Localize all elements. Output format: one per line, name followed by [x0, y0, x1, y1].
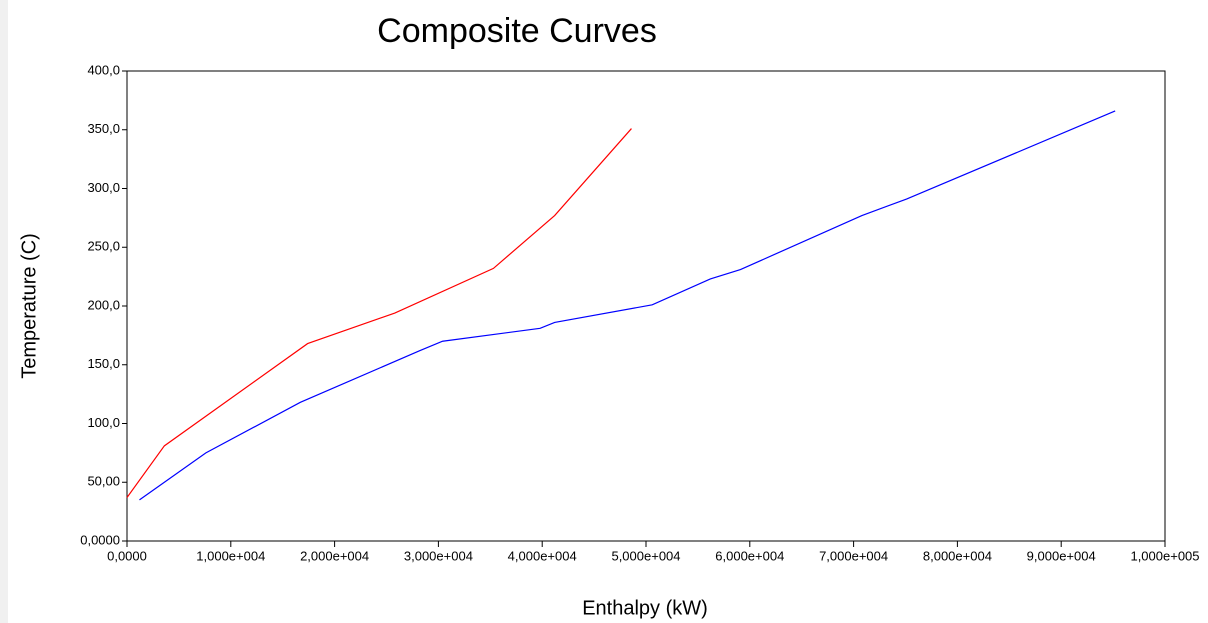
x-tick-label: 2,000e+004 — [300, 548, 369, 563]
x-tick-label: 4,000e+004 — [508, 548, 577, 563]
series-line — [126, 128, 632, 498]
x-tick-label: 1,000e+004 — [196, 548, 265, 563]
series-line — [139, 110, 1116, 501]
x-tick-label: 1,000e+005 — [1130, 548, 1199, 563]
y-tick-label: 200,0 — [87, 297, 120, 312]
chart-title: Composite Curves — [377, 12, 657, 50]
x-tick-label: 6,000e+004 — [715, 548, 784, 563]
x-tick-label: 3,000e+004 — [404, 548, 473, 563]
y-tick-label: 350,0 — [87, 121, 120, 136]
x-tick-label: 8,000e+004 — [923, 548, 992, 563]
x-axis-label: Enthalpy (kW) — [582, 597, 708, 619]
x-tick-label: 9,000e+004 — [1027, 548, 1096, 563]
left-edge — [0, 0, 8, 623]
y-tick-label: 300,0 — [87, 180, 120, 195]
y-tick-label: 100,0 — [87, 415, 120, 430]
x-tick-label: 5,000e+004 — [611, 548, 680, 563]
y-tick-label: 50,00 — [87, 474, 120, 489]
x-tick-label: 7,000e+004 — [819, 548, 888, 563]
y-tick-label: 150,0 — [87, 356, 120, 371]
y-axis-label: Temperature (C) — [18, 233, 40, 379]
y-tick-label: 400,0 — [87, 62, 120, 77]
y-tick-label: 250,0 — [87, 239, 120, 254]
y-tick-label: 0,0000 — [80, 532, 120, 547]
x-tick-label: 0,0000 — [107, 548, 147, 563]
